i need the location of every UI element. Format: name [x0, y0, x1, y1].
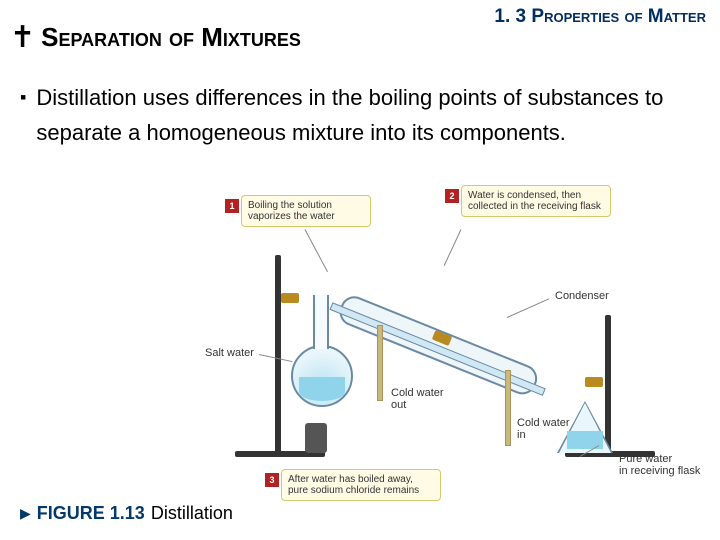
figure-label: FIGURE 1.13	[37, 503, 145, 524]
stand-pole-left	[275, 255, 281, 453]
label-saltwater: Salt water	[205, 347, 254, 359]
label-condenser: Condenser	[555, 290, 609, 302]
slide-title-row: ✝ Separation of Mixtures	[10, 20, 301, 55]
step-number-3: 3	[265, 473, 279, 487]
step-number-1: 1	[225, 199, 239, 213]
bunsen-burner	[305, 423, 327, 453]
slide-title: Separation of Mixtures	[41, 22, 301, 53]
figure-caption: ▶ FIGURE 1.13 Distillation	[20, 503, 233, 524]
boiling-flask-neck	[313, 295, 329, 349]
bullet-icon: ▪	[20, 80, 26, 150]
step-number-2: 2	[445, 189, 459, 203]
label-cold-in: Cold water in	[517, 417, 570, 441]
callout-3: After water has boiled away, pure sodium…	[281, 469, 441, 501]
leader-2	[444, 229, 462, 266]
callout-2: Water is condensed, then collected in th…	[461, 185, 611, 217]
tube-cold-in	[505, 370, 511, 446]
figure-caption-text: Distillation	[151, 503, 233, 524]
leader-condenser	[507, 298, 549, 318]
label-cold-out: Cold water out	[391, 387, 444, 411]
figure-distillation: 1 Boiling the solution vaporizes the wat…	[205, 195, 705, 495]
bullet-block: ▪ Distillation uses differences in the b…	[20, 80, 706, 150]
cross-icon: ✝	[10, 20, 35, 55]
leader-1	[305, 229, 328, 272]
clamp-left	[281, 293, 299, 303]
callout-1: Boiling the solution vaporizes the water	[241, 195, 371, 227]
chapter-label: 1. 3 Properties of Matter	[494, 6, 706, 28]
clamp-right	[585, 377, 603, 387]
label-pure-water: Pure water in receiving flask	[619, 453, 700, 477]
bullet-text: Distillation uses differences in the boi…	[36, 80, 706, 150]
tube-cold-out	[377, 325, 383, 401]
caret-icon: ▶	[20, 505, 31, 522]
condenser-tube	[330, 302, 546, 396]
saltwater-fill	[299, 377, 345, 401]
